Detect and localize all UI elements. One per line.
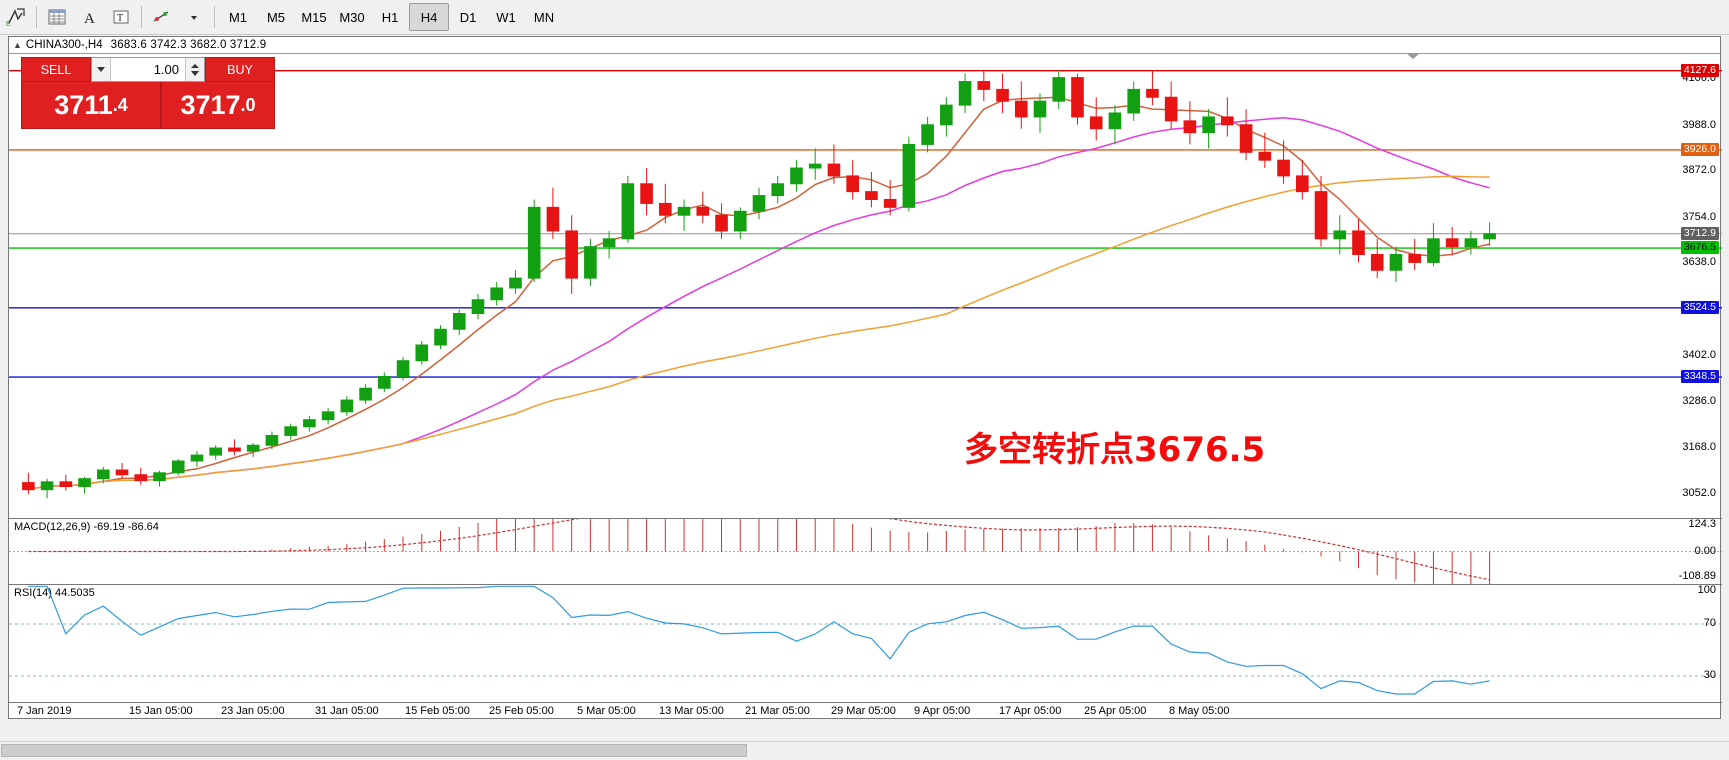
price-level-tag: 3524.5 [1680, 300, 1719, 314]
sell-price-integer: 3711 [54, 89, 113, 120]
timeframe-h1[interactable]: H1 [381, 9, 399, 25]
price-level-tag: 3676.5 [1680, 241, 1719, 255]
volume-dropdown-icon[interactable] [92, 58, 111, 81]
timeframe-m15[interactable]: M15 [301, 9, 327, 25]
chart-expand-icon[interactable]: ▲ [13, 40, 22, 50]
time-tick-label: 7 Jan 2019 [17, 705, 72, 717]
text-tool-icon[interactable]: A [74, 3, 104, 31]
time-tick-label: 29 Mar 05:00 [831, 705, 896, 717]
buy-price-display[interactable]: 3717 .0 [161, 82, 275, 129]
time-tick-label: 25 Feb 05:00 [489, 705, 554, 717]
time-tick-label: 9 Apr 05:00 [914, 705, 971, 717]
crosshair-icon[interactable] [147, 3, 177, 31]
timeframe-w1[interactable]: W1 [496, 9, 516, 25]
price-level-tag: 4127.6 [1680, 63, 1719, 77]
time-tick-label: 25 Apr 05:00 [1084, 705, 1147, 717]
time-tick-label: 13 Mar 05:00 [659, 705, 724, 717]
time-tick-label: 8 May 05:00 [1169, 705, 1230, 717]
price-level-tag: 3348.5 [1680, 370, 1719, 384]
svg-text:E: E [6, 21, 11, 28]
rsi-tick-label: 30 [1703, 669, 1716, 681]
macd-chart-svg [9, 519, 1722, 584]
chart-ohlc-label: 3683.6 3742.3 3682.0 3712.9 [110, 39, 267, 51]
new-order-icon[interactable]: E [1, 3, 31, 31]
timeframe-m30[interactable]: M30 [339, 9, 365, 25]
rsi-chart-svg [9, 585, 1722, 695]
timeframe-h4[interactable]: H4 [409, 3, 449, 31]
svg-text:T: T [117, 13, 123, 24]
price-pane[interactable]: 4106.03988.03872.03754.03638.03520.03402… [9, 54, 1722, 518]
price-tick-label: 4106.0 [1682, 72, 1716, 85]
volume-field[interactable]: 1.00 [91, 57, 205, 82]
chart-window[interactable]: ▲ CHINA300-,H4 3683.6 3742.3 3682.0 3712… [8, 36, 1722, 719]
macd-title: MACD(12,26,9) -69.19 -86.64 [14, 521, 159, 533]
timeframe-m1[interactable]: M1 [228, 9, 248, 25]
toolbar-separator-2 [141, 6, 142, 28]
price-tick-label: 3286.0 [1682, 394, 1716, 407]
volume-value[interactable]: 1.00 [153, 62, 179, 77]
time-tick-label: 23 Jan 05:00 [221, 705, 285, 717]
toolbar-separator-1 [36, 6, 37, 28]
chart-symbol-label: CHINA300-,H4 [25, 39, 103, 51]
rsi-title: RSI(14) 44.5035 [14, 587, 95, 599]
buy-price-decimal: .0 [240, 95, 256, 115]
rsi-tick-label: 100 [1697, 584, 1716, 596]
time-tick-label: 15 Feb 05:00 [405, 705, 470, 717]
sell-button[interactable]: SELL [21, 57, 91, 82]
buy-button[interactable]: BUY [205, 57, 275, 82]
timeframe-mn[interactable]: MN [533, 9, 555, 25]
data-window-icon[interactable] [42, 3, 72, 31]
price-tick-label: 3402.0 [1682, 348, 1716, 361]
octp-price-row: 3711 .4 3717 .0 [21, 82, 275, 129]
chevron-down-icon[interactable] [179, 3, 209, 31]
sell-price-decimal: .4 [112, 95, 128, 115]
time-tick-label: 31 Jan 05:00 [315, 705, 379, 717]
rsi-tick-label: 70 [1703, 617, 1716, 629]
price-tick-label: 3988.0 [1682, 118, 1716, 131]
main-toolbar: E A T [0, 0, 1729, 35]
volume-stepper[interactable] [185, 58, 204, 81]
buy-price-integer: 3717 [180, 89, 241, 120]
rsi-pane[interactable]: RSI(14) 44.5035 100 70 30 [9, 584, 1722, 703]
time-axis: 7 Jan 2019 15 Jan 05:00 23 Jan 05:00 31 Jan… [9, 702, 1722, 719]
svg-text:A: A [84, 11, 95, 27]
price-level-tag: 3712.9 [1680, 226, 1719, 240]
macd-pane[interactable]: MACD(12,26,9) -69.19 -86.64 124.3 0.00 -10… [9, 518, 1722, 585]
price-plot [9, 54, 1722, 518]
horizontal-scrollbar[interactable] [0, 741, 1729, 760]
price-tick-label: 3052.0 [1682, 486, 1716, 499]
scrollbar-thumb[interactable] [1, 744, 747, 757]
toolbar-separator-3 [214, 6, 215, 28]
header-divider [9, 53, 1720, 54]
chart-header: ▲ CHINA300-,H4 3683.6 3742.3 3682.0 3712… [9, 37, 1720, 53]
price-tick-label: 3872.0 [1682, 164, 1716, 177]
macd-tick-label: 0.00 [1694, 544, 1716, 557]
time-tick-label: 21 Mar 05:00 [745, 705, 810, 717]
one-click-trading-panel[interactable]: SELL 1.00 BUY 3711 .4 [21, 57, 275, 129]
macd-tick-label: -108.89 [1678, 569, 1716, 582]
time-tick-label: 5 Mar 05:00 [577, 705, 636, 717]
macd-tick-label: 124.3 [1688, 518, 1716, 530]
timeframe-d1[interactable]: D1 [459, 9, 477, 25]
text-label-icon[interactable]: T [106, 3, 136, 31]
chart-annotation-text: 多空转折点3676.5 [964, 430, 1266, 470]
timeframe-m5[interactable]: M5 [266, 9, 286, 25]
chart-collapse-icon[interactable] [1406, 53, 1420, 59]
time-tick-label: 17 Apr 05:00 [999, 705, 1062, 717]
time-tick-label: 15 Jan 05:00 [129, 705, 193, 717]
price-tick-label: 3754.0 [1682, 210, 1716, 223]
sell-price-display[interactable]: 3711 .4 [21, 82, 161, 129]
price-tick-label: 3638.0 [1682, 256, 1716, 269]
octp-top-row: SELL 1.00 BUY [21, 57, 275, 82]
price-chart-svg [9, 69, 1722, 499]
price-level-tag: 3926.0 [1680, 142, 1719, 156]
price-tick-label: 3168.0 [1682, 441, 1716, 453]
